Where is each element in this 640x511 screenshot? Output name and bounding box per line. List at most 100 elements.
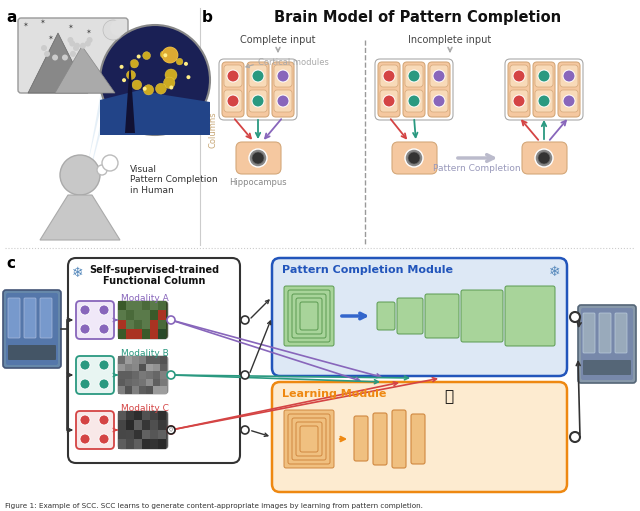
Circle shape bbox=[122, 78, 126, 82]
Bar bbox=[150, 311, 158, 320]
Bar bbox=[142, 430, 150, 439]
Circle shape bbox=[165, 69, 177, 81]
Circle shape bbox=[164, 77, 175, 88]
FancyBboxPatch shape bbox=[405, 90, 423, 112]
Bar bbox=[146, 371, 153, 379]
Text: Pattern Completion Module: Pattern Completion Module bbox=[282, 265, 453, 275]
FancyBboxPatch shape bbox=[397, 298, 423, 334]
Bar bbox=[134, 439, 142, 449]
Bar bbox=[160, 386, 167, 394]
FancyBboxPatch shape bbox=[224, 65, 242, 87]
FancyBboxPatch shape bbox=[118, 301, 168, 339]
Bar bbox=[126, 311, 134, 320]
Circle shape bbox=[252, 152, 264, 164]
FancyBboxPatch shape bbox=[288, 414, 330, 464]
Circle shape bbox=[241, 426, 249, 434]
Bar bbox=[146, 356, 153, 364]
FancyBboxPatch shape bbox=[430, 90, 448, 112]
Bar bbox=[118, 421, 126, 430]
Circle shape bbox=[44, 51, 50, 57]
Bar bbox=[142, 320, 150, 330]
Bar bbox=[125, 364, 132, 371]
Circle shape bbox=[120, 65, 124, 69]
FancyBboxPatch shape bbox=[8, 298, 20, 338]
Bar bbox=[139, 386, 146, 394]
Bar bbox=[118, 430, 126, 439]
Polygon shape bbox=[88, 70, 105, 163]
FancyBboxPatch shape bbox=[505, 286, 555, 346]
Text: ✶: ✶ bbox=[67, 24, 73, 30]
Circle shape bbox=[162, 47, 178, 63]
Bar bbox=[146, 386, 153, 394]
FancyBboxPatch shape bbox=[428, 62, 450, 117]
FancyBboxPatch shape bbox=[222, 62, 244, 117]
FancyBboxPatch shape bbox=[560, 65, 578, 87]
Bar bbox=[150, 301, 158, 311]
Bar bbox=[118, 439, 126, 449]
Circle shape bbox=[70, 51, 76, 57]
FancyBboxPatch shape bbox=[300, 426, 318, 452]
Bar bbox=[150, 439, 158, 449]
FancyBboxPatch shape bbox=[249, 65, 267, 87]
Circle shape bbox=[186, 75, 191, 79]
Bar bbox=[118, 411, 126, 421]
Circle shape bbox=[433, 70, 445, 82]
FancyBboxPatch shape bbox=[40, 298, 52, 338]
Bar bbox=[125, 379, 132, 386]
Bar bbox=[160, 379, 167, 386]
Text: ✶: ✶ bbox=[39, 19, 45, 25]
Bar bbox=[158, 330, 166, 339]
Bar bbox=[142, 439, 150, 449]
Polygon shape bbox=[55, 46, 115, 93]
FancyBboxPatch shape bbox=[380, 65, 398, 87]
Bar bbox=[134, 330, 142, 339]
Text: Modality C: Modality C bbox=[121, 404, 169, 413]
Text: Pattern Completion: Pattern Completion bbox=[433, 164, 521, 173]
Circle shape bbox=[143, 87, 147, 91]
Bar bbox=[118, 311, 126, 320]
FancyBboxPatch shape bbox=[380, 90, 398, 112]
Bar bbox=[118, 301, 126, 311]
FancyBboxPatch shape bbox=[272, 382, 567, 492]
Circle shape bbox=[163, 53, 167, 57]
Text: ✶: ✶ bbox=[47, 35, 53, 41]
FancyBboxPatch shape bbox=[236, 142, 281, 174]
Circle shape bbox=[513, 70, 525, 82]
FancyBboxPatch shape bbox=[522, 142, 567, 174]
Bar bbox=[126, 320, 134, 330]
Text: 🔥: 🔥 bbox=[444, 389, 454, 404]
FancyBboxPatch shape bbox=[583, 360, 631, 375]
Circle shape bbox=[513, 95, 525, 107]
Circle shape bbox=[110, 20, 126, 36]
Bar bbox=[142, 311, 150, 320]
Bar bbox=[132, 379, 139, 386]
FancyBboxPatch shape bbox=[535, 65, 553, 87]
Circle shape bbox=[383, 95, 395, 107]
Text: Modality B: Modality B bbox=[121, 349, 169, 358]
Text: ✶: ✶ bbox=[85, 29, 91, 35]
Bar bbox=[132, 364, 139, 371]
Circle shape bbox=[563, 95, 575, 107]
FancyBboxPatch shape bbox=[403, 62, 425, 117]
Circle shape bbox=[538, 95, 550, 107]
FancyBboxPatch shape bbox=[274, 90, 292, 112]
Bar bbox=[158, 430, 166, 439]
Circle shape bbox=[184, 62, 188, 66]
Circle shape bbox=[99, 415, 109, 425]
FancyBboxPatch shape bbox=[558, 62, 580, 117]
Bar bbox=[158, 320, 166, 330]
Circle shape bbox=[249, 149, 267, 167]
Bar bbox=[142, 330, 150, 339]
Circle shape bbox=[60, 155, 100, 195]
Text: ❄: ❄ bbox=[549, 265, 561, 279]
Circle shape bbox=[167, 426, 175, 434]
Text: ❄: ❄ bbox=[72, 266, 84, 280]
Bar bbox=[153, 386, 160, 394]
Bar bbox=[153, 371, 160, 379]
Circle shape bbox=[80, 379, 90, 389]
Circle shape bbox=[80, 360, 90, 370]
Circle shape bbox=[383, 70, 395, 82]
Bar bbox=[142, 421, 150, 430]
FancyBboxPatch shape bbox=[373, 413, 387, 465]
Text: Complete input: Complete input bbox=[240, 35, 316, 45]
